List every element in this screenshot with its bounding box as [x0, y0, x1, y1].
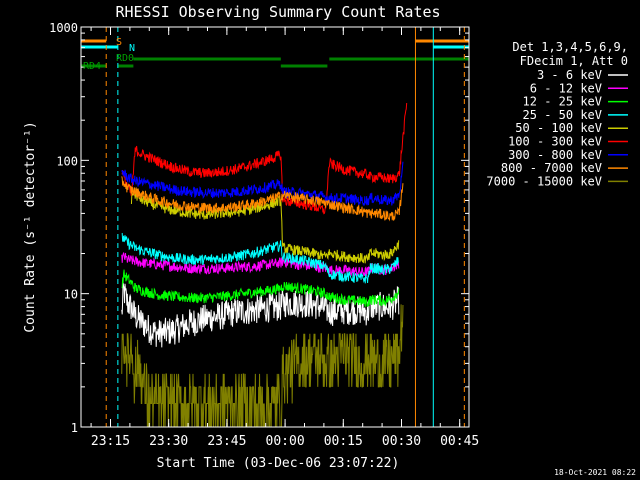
x-tick-label-6: 00:45 — [440, 434, 479, 449]
y-axis-label: Count Rate (s⁻¹ detector⁻¹) — [23, 121, 38, 332]
legend-label-800-7000-kev: 800 - 7000 keV — [501, 161, 602, 175]
x-tick-label-2: 23:45 — [207, 434, 246, 449]
legend-label-25-50-kev: 25 - 50 keV — [523, 108, 602, 122]
x-tick-label-4: 00:15 — [324, 434, 363, 449]
legend-label-6-12-kev: 6 - 12 keV — [530, 81, 602, 95]
series-line-7000-15000-kev — [121, 304, 404, 428]
series-lines — [121, 102, 408, 428]
x-tick-label-1: 23:30 — [149, 434, 188, 449]
flag-labels: S N RD0 RD4 — [83, 37, 135, 72]
series-line-3-6-kev — [121, 282, 400, 348]
series-line-6-12-kev — [121, 252, 400, 277]
footer-date: 18-Oct-2021 08:22 — [554, 468, 636, 477]
flag-bars — [81, 39, 469, 68]
y-axis-ticks: 1 10 100 1000 — [49, 21, 469, 435]
x-tick-label-0: 23:15 — [91, 434, 130, 449]
legend-label-100-300-kev: 100 - 300 keV — [508, 135, 602, 149]
x-tick-label-3: 00:00 — [266, 434, 305, 449]
series-line-300-800-kev — [121, 161, 404, 206]
legend-label-7000-15000-kev: 7000 - 15000 keV — [486, 174, 602, 188]
legend: Det 1,3,4,5,6,9, FDecim 1, Att 0 3 - 6 k… — [486, 40, 628, 188]
y-tick-label-2: 100 — [56, 154, 78, 168]
flag-label-n: N — [129, 43, 135, 54]
legend-label-50-100-kev: 50 - 100 keV — [515, 121, 602, 135]
y-tick-label-1: 10 — [64, 288, 78, 302]
series-line-800-7000-kev — [121, 176, 404, 222]
flag-label-rd4: RD4 — [83, 61, 101, 72]
legend-header-line1: Det 1,3,4,5,6,9, — [512, 40, 628, 54]
legend-label-300-800-kev: 300 - 800 keV — [508, 148, 602, 162]
legend-header-line2: FDecim 1, Att 0 — [520, 54, 628, 68]
series-line-12-25-kev — [121, 269, 400, 308]
flag-label-s: S — [116, 37, 122, 48]
x-axis-ticks: 23:15 23:30 23:45 00:00 00:15 00:30 00:45 — [90, 27, 479, 449]
chart-title: RHESSI Observing Summary Count Rates — [115, 3, 440, 21]
y-tick-label-3: 1000 — [49, 21, 78, 35]
series-line-100-300-kev — [121, 102, 408, 215]
series-line-25-50-kev — [121, 232, 399, 284]
x-tick-label-5: 00:30 — [382, 434, 421, 449]
y-tick-label-0: 1 — [71, 421, 78, 435]
x-axis-label: Start Time (03-Dec-06 23:07:22) — [157, 456, 400, 471]
legend-label-12-25-kev: 12 - 25 keV — [523, 95, 602, 109]
legend-label-3-6-kev: 3 - 6 keV — [537, 68, 602, 82]
plot-frame — [80, 26, 470, 428]
flag-label-rd0: RD0 — [116, 53, 134, 64]
